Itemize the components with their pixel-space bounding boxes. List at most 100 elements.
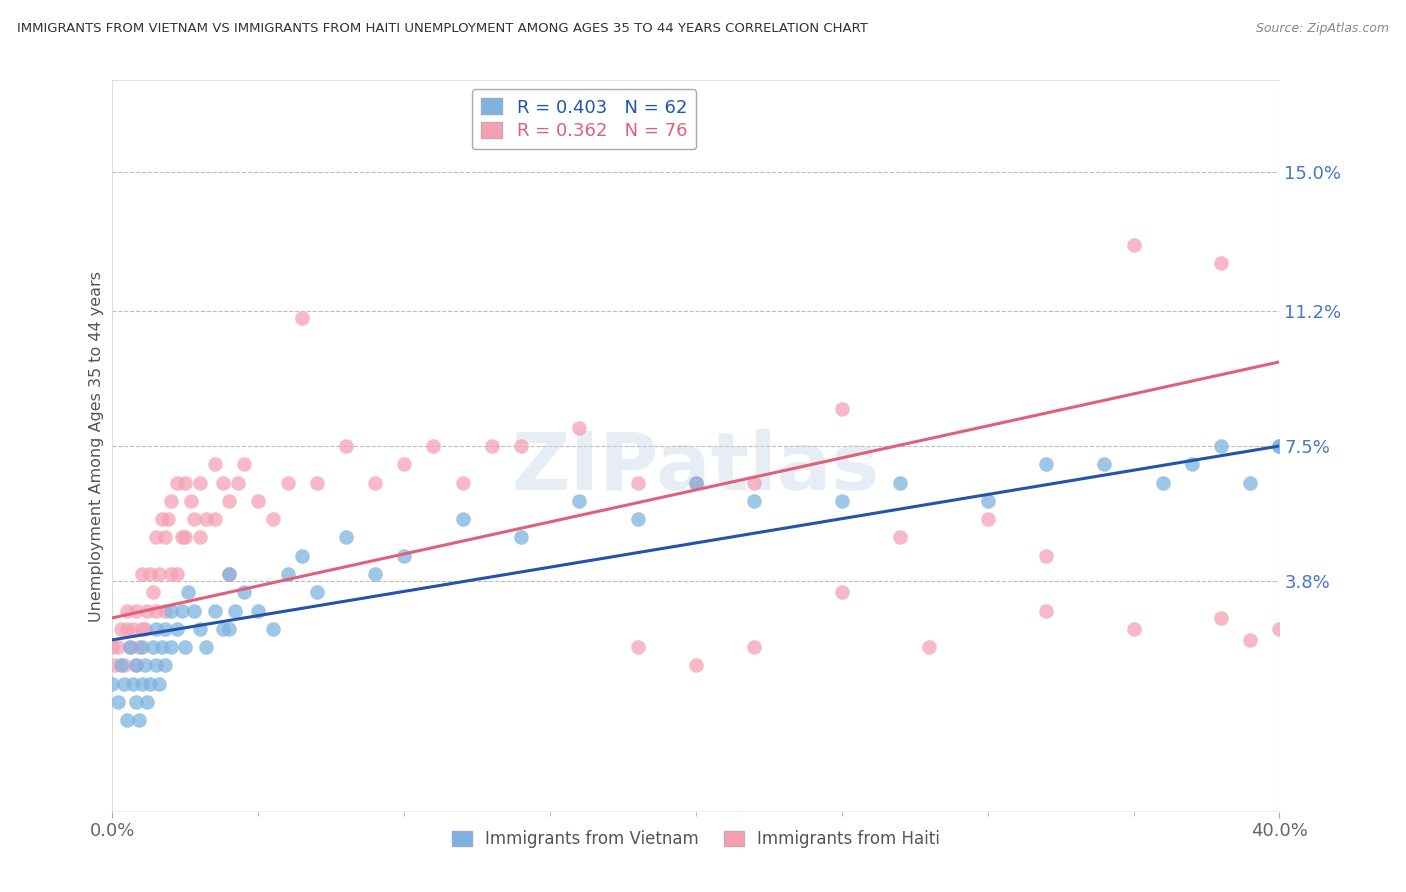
Point — [115, 714, 138, 728]
Point — [194, 512, 217, 526]
Point — [125, 658, 148, 673]
Y-axis label: Unemployment Among Ages 35 to 44 years: Unemployment Among Ages 35 to 44 years — [89, 270, 104, 622]
Point — [422, 439, 444, 453]
Point — [204, 512, 226, 526]
Point — [218, 567, 240, 582]
Point — [976, 512, 998, 526]
Point — [509, 530, 531, 544]
Point — [394, 457, 416, 471]
Point — [1209, 611, 1232, 625]
Point — [122, 622, 145, 636]
Point — [831, 585, 853, 599]
Point — [183, 512, 205, 526]
Point — [224, 603, 246, 617]
Point — [160, 603, 183, 617]
Point — [568, 421, 591, 435]
Point — [218, 494, 240, 508]
Point — [247, 494, 270, 508]
Point — [166, 475, 188, 490]
Point — [451, 512, 474, 526]
Point — [276, 567, 298, 582]
Point — [139, 676, 162, 690]
Point — [335, 439, 357, 453]
Point — [1268, 439, 1291, 453]
Point — [1122, 238, 1144, 252]
Point — [134, 658, 156, 673]
Point — [150, 512, 173, 526]
Legend: Immigrants from Vietnam, Immigrants from Haiti: Immigrants from Vietnam, Immigrants from… — [446, 823, 946, 855]
Point — [291, 311, 314, 326]
Point — [128, 640, 150, 655]
Point — [1122, 622, 1144, 636]
Point — [115, 603, 138, 617]
Point — [139, 567, 162, 582]
Point — [145, 622, 167, 636]
Point — [145, 603, 167, 617]
Point — [150, 640, 173, 655]
Point — [742, 640, 765, 655]
Point — [131, 567, 153, 582]
Point — [183, 603, 205, 617]
Point — [160, 567, 183, 582]
Point — [174, 640, 197, 655]
Point — [742, 494, 765, 508]
Point — [247, 603, 270, 617]
Point — [204, 603, 226, 617]
Point — [568, 494, 591, 508]
Point — [101, 676, 124, 690]
Point — [335, 530, 357, 544]
Point — [188, 530, 211, 544]
Point — [1035, 457, 1057, 471]
Point — [276, 475, 298, 490]
Point — [110, 622, 132, 636]
Point — [174, 530, 197, 544]
Point — [627, 512, 650, 526]
Point — [115, 622, 138, 636]
Point — [481, 439, 503, 453]
Point — [364, 475, 387, 490]
Point — [194, 640, 217, 655]
Point — [1181, 457, 1204, 471]
Point — [136, 603, 159, 617]
Point — [685, 475, 707, 490]
Point — [305, 585, 328, 599]
Point — [172, 603, 194, 617]
Point — [131, 622, 153, 636]
Point — [104, 658, 127, 673]
Point — [172, 530, 194, 544]
Point — [262, 622, 284, 636]
Point — [218, 567, 240, 582]
Point — [118, 640, 141, 655]
Point — [226, 475, 249, 490]
Point — [166, 567, 188, 582]
Point — [107, 640, 129, 655]
Point — [918, 640, 941, 655]
Point — [112, 676, 135, 690]
Point — [831, 494, 853, 508]
Point — [153, 622, 176, 636]
Point — [1239, 632, 1261, 647]
Point — [1035, 603, 1057, 617]
Point — [509, 439, 531, 453]
Point — [1268, 622, 1291, 636]
Point — [166, 622, 188, 636]
Text: ZIPatlas: ZIPatlas — [512, 429, 880, 507]
Point — [148, 676, 170, 690]
Point — [627, 640, 650, 655]
Point — [142, 585, 165, 599]
Point — [122, 676, 145, 690]
Point — [212, 475, 235, 490]
Point — [204, 457, 226, 471]
Point — [174, 475, 197, 490]
Point — [291, 549, 314, 563]
Point — [364, 567, 387, 582]
Point — [218, 622, 240, 636]
Point — [212, 622, 235, 636]
Point — [142, 640, 165, 655]
Point — [976, 494, 998, 508]
Point — [131, 676, 153, 690]
Point — [232, 457, 254, 471]
Point — [160, 640, 183, 655]
Point — [1094, 457, 1116, 471]
Point — [685, 475, 707, 490]
